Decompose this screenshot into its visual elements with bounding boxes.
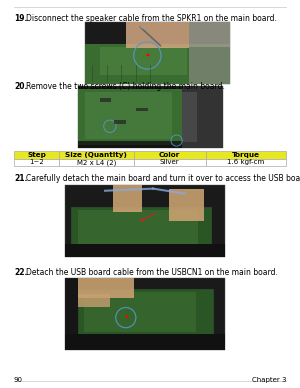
Bar [136, 108, 148, 111]
Bar [126, 22, 189, 48]
Bar [65, 278, 225, 350]
Text: Carefully detach the main board and turn it over to access the USB board cable.: Carefully detach the main board and turn… [26, 174, 300, 183]
Bar [182, 92, 197, 142]
Bar [59, 151, 134, 159]
Text: 19.: 19. [14, 14, 27, 23]
Text: 22.: 22. [14, 268, 27, 277]
Bar [14, 151, 59, 159]
Text: Color: Color [159, 152, 180, 158]
Bar [59, 159, 134, 166]
Bar [65, 334, 225, 350]
Bar [78, 294, 110, 307]
Text: Remove the two screws (C) holding the main board.: Remove the two screws (C) holding the ma… [26, 82, 225, 91]
Text: Disconnect the speaker cable from the SPKR1 on the main board.: Disconnect the speaker cable from the SP… [26, 14, 277, 23]
Bar [206, 151, 286, 159]
Bar [114, 120, 126, 124]
Bar [78, 89, 182, 145]
Bar [84, 293, 196, 332]
Bar [113, 185, 142, 212]
Text: 90: 90 [14, 377, 23, 383]
Bar [65, 278, 78, 350]
Bar [78, 289, 214, 341]
Text: Chapter 3: Chapter 3 [251, 377, 286, 383]
Bar [182, 86, 223, 148]
Text: Size (Quantity): Size (Quantity) [65, 152, 127, 158]
Text: Torque: Torque [232, 152, 260, 158]
Text: 1.6 kgf-cm: 1.6 kgf-cm [227, 159, 265, 165]
Bar [65, 185, 225, 257]
Bar [78, 86, 223, 148]
Text: Step: Step [27, 152, 46, 158]
Bar [14, 159, 59, 166]
Bar [169, 189, 204, 221]
Text: M2 x L4 (2): M2 x L4 (2) [76, 159, 116, 166]
Bar [85, 92, 172, 139]
Text: 21.: 21. [14, 174, 27, 183]
Bar [134, 151, 206, 159]
Bar [78, 210, 198, 246]
Bar [100, 47, 187, 75]
Bar [78, 140, 182, 148]
Bar [134, 159, 206, 166]
Bar [85, 22, 230, 84]
Text: 1~2: 1~2 [29, 159, 44, 165]
Bar [65, 244, 225, 257]
Text: 20.: 20. [14, 82, 27, 91]
Text: Detach the USB board cable from the USBCN1 on the main board.: Detach the USB board cable from the USBC… [26, 268, 278, 277]
Bar [78, 278, 134, 298]
Bar [85, 44, 230, 84]
Text: Silver: Silver [160, 159, 179, 165]
Bar [100, 99, 111, 102]
Bar [71, 206, 212, 251]
Bar [189, 22, 230, 84]
Bar [206, 159, 286, 166]
Bar [189, 22, 230, 47]
